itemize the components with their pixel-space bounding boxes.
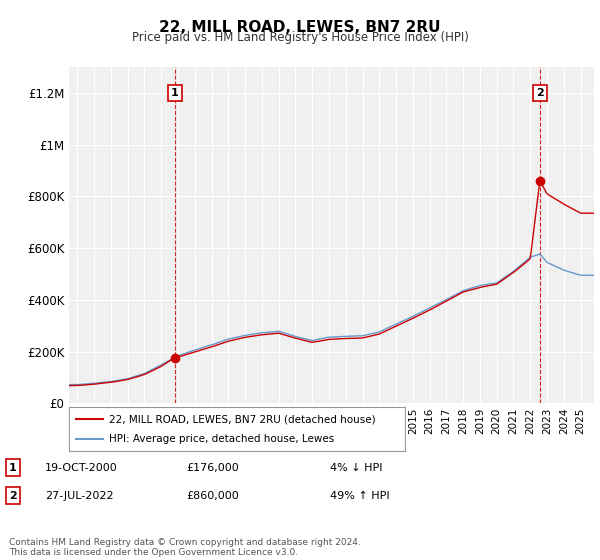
Text: 49% ↑ HPI: 49% ↑ HPI bbox=[330, 491, 389, 501]
Text: 22, MILL ROAD, LEWES, BN7 2RU (detached house): 22, MILL ROAD, LEWES, BN7 2RU (detached … bbox=[109, 414, 376, 424]
Text: £860,000: £860,000 bbox=[186, 491, 239, 501]
Text: Contains HM Land Registry data © Crown copyright and database right 2024.
This d: Contains HM Land Registry data © Crown c… bbox=[9, 538, 361, 557]
Text: 27-JUL-2022: 27-JUL-2022 bbox=[45, 491, 113, 501]
Text: HPI: Average price, detached house, Lewes: HPI: Average price, detached house, Lewe… bbox=[109, 433, 335, 444]
Text: 2: 2 bbox=[9, 491, 17, 501]
Text: 2: 2 bbox=[536, 88, 544, 98]
Text: 22, MILL ROAD, LEWES, BN7 2RU: 22, MILL ROAD, LEWES, BN7 2RU bbox=[159, 20, 441, 35]
Text: Price paid vs. HM Land Registry's House Price Index (HPI): Price paid vs. HM Land Registry's House … bbox=[131, 31, 469, 44]
Text: 1: 1 bbox=[9, 463, 17, 473]
Text: 19-OCT-2000: 19-OCT-2000 bbox=[45, 463, 118, 473]
Text: 4% ↓ HPI: 4% ↓ HPI bbox=[330, 463, 383, 473]
Text: £176,000: £176,000 bbox=[186, 463, 239, 473]
Text: 1: 1 bbox=[171, 88, 179, 98]
